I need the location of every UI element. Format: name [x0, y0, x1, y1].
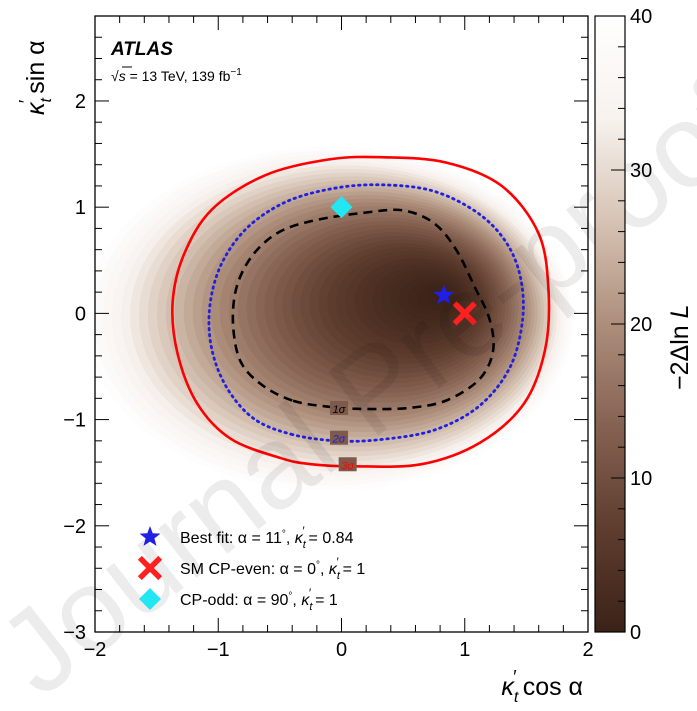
- z-tick-label: 40: [630, 6, 652, 28]
- x-tick-label: −1: [207, 639, 230, 661]
- z-axis-label: −2Δln L: [666, 304, 694, 390]
- legend-marker-1: [137, 555, 163, 581]
- z-tick-label: 0: [630, 622, 641, 644]
- x-tick-label: 0: [336, 639, 347, 661]
- y-tick-label: −2: [63, 516, 86, 538]
- z-tick-label: 10: [630, 468, 652, 490]
- contour-label-bg: [338, 457, 357, 472]
- y-tick-label: −3: [63, 622, 86, 644]
- y-tick-label: 1: [75, 197, 86, 219]
- legend-entry-0: Best fit: α = 11°, κt′ = 0.84: [180, 524, 354, 551]
- y-axis-label: κt′ sin α: [16, 40, 55, 115]
- colorbar-axis: 0 10 20 30 40: [611, 6, 652, 644]
- energy-lumi-sup: −1: [230, 67, 242, 78]
- svg-text:√s = 13 TeV, 139 fb−1: √s = 13 TeV, 139 fb−1: [111, 67, 242, 84]
- contour-3σ: [171, 155, 551, 469]
- markers: [330, 196, 477, 326]
- y-tick-label: 2: [75, 91, 86, 113]
- contour-label-3σ: 3σ: [341, 460, 354, 472]
- y-tick-label: 0: [75, 303, 86, 325]
- legend: Best fit: α = 11°, κt′ = 0.84 SM CP-even:…: [137, 524, 365, 613]
- sqrt-symbol: √: [111, 68, 119, 84]
- marker-cp-odd: [330, 196, 353, 219]
- marker-sm-cp-even: [452, 301, 477, 326]
- marker-best-fit: [433, 284, 455, 305]
- energy-lumi-label: √s = 13 TeV, 139 fb−1: [111, 66, 242, 84]
- z-tick-label: 30: [630, 160, 652, 182]
- contour-1σ: [231, 208, 495, 411]
- x-axis-label: κt′ cos α: [501, 667, 583, 706]
- contour-label-2σ: 2σ: [332, 434, 346, 446]
- legend-entry-1: SM CP-even: α = 0°, κt′ = 1: [180, 555, 365, 582]
- z-tick-label: 20: [630, 314, 652, 336]
- legend-marker-2: [139, 588, 161, 610]
- contours: 1σ 2σ 3σ: [171, 155, 551, 472]
- legend-marker-0: [139, 526, 161, 546]
- sqrt-s: s: [119, 68, 126, 84]
- contour-label-bg: [330, 400, 349, 415]
- y-tick-label: −1: [63, 410, 86, 432]
- experiment-label: ATLAS: [110, 39, 173, 60]
- x-axis: −2 −1 0 1 2: [84, 16, 594, 661]
- contour-label-bg: [330, 430, 349, 445]
- legend-entry-2: CP-odd: α = 90°, κt′ = 1: [180, 586, 338, 613]
- x-tick-label: 1: [459, 639, 470, 661]
- energy-lumi-text: = 13 TeV, 139 fb: [126, 68, 231, 84]
- contour-label-1σ: 1σ: [333, 404, 346, 416]
- x-tick-label: 2: [582, 639, 593, 661]
- y-axis: −3 −2 −1 0 1 2: [63, 15, 588, 644]
- x-tick-label: −2: [84, 639, 107, 661]
